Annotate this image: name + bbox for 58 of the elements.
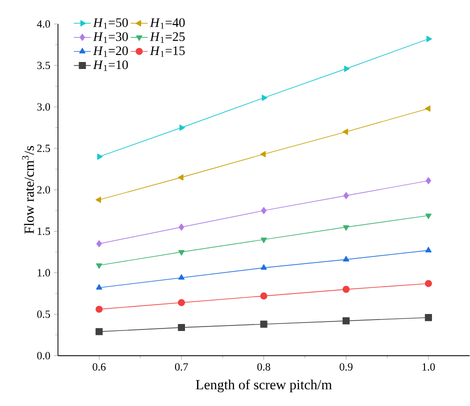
point [96,306,103,313]
point [260,238,267,244]
point [260,292,268,300]
y-axis-title: Flow rate/cm$^{3}$/s [22,146,34,234]
y-tick-label: 1.0 [38,269,50,277]
point [426,36,432,42]
point [178,250,185,256]
point [424,280,432,288]
point [425,214,432,220]
point [260,151,266,158]
point [260,264,267,270]
legend-label: H$_{1}$=30 [93,32,128,43]
y-tick-label: 3.0 [37,103,50,111]
point [260,320,268,328]
point [178,324,185,332]
x-tick-label: 0.7 [175,363,188,371]
legend-label: H$_{1}$=20 [93,46,128,58]
point [261,207,267,214]
y-tick-label: 2.5 [37,144,50,152]
point [96,284,102,290]
y-tick-label: 1.5 [38,228,50,236]
legend-label: H$_{1}$=50 [93,18,128,29]
point [178,299,185,306]
point [342,128,348,136]
x-tick-label: 0.6 [92,363,106,371]
x-axis-title: Length of screw pitch/m [196,380,332,392]
point [178,174,184,181]
y-tick-label: 0.0 [37,352,50,360]
y-tick-label: 0.5 [37,310,50,318]
point [342,317,350,325]
point [426,177,432,184]
legend-label: H$_{1}$=10 [93,60,128,72]
point [180,124,185,131]
point [342,225,350,231]
point [96,264,102,270]
point [178,274,185,280]
y-tick-label: 4.0 [36,20,50,28]
point [424,106,430,112]
point [343,192,349,200]
point [96,196,102,204]
legend-label: H$_{1}$=15 [150,46,185,57]
point [178,224,184,231]
legend-label: H$_{1}$=40 [150,18,185,29]
point [342,256,350,262]
point [344,66,350,72]
x-tick-label: 0.8 [257,363,270,371]
point [342,286,350,294]
point [96,240,102,248]
y-tick-label: 2.0 [37,186,50,194]
x-tick-label: 0.9 [340,363,352,371]
point [262,94,268,102]
point [96,328,103,336]
x-tick-label: 1.0 [422,363,435,371]
point [97,154,103,160]
point [425,246,432,252]
point [424,314,432,322]
legend-label: H$_{1}$=25 [150,32,185,43]
y-tick-label: 3.5 [37,62,50,70]
